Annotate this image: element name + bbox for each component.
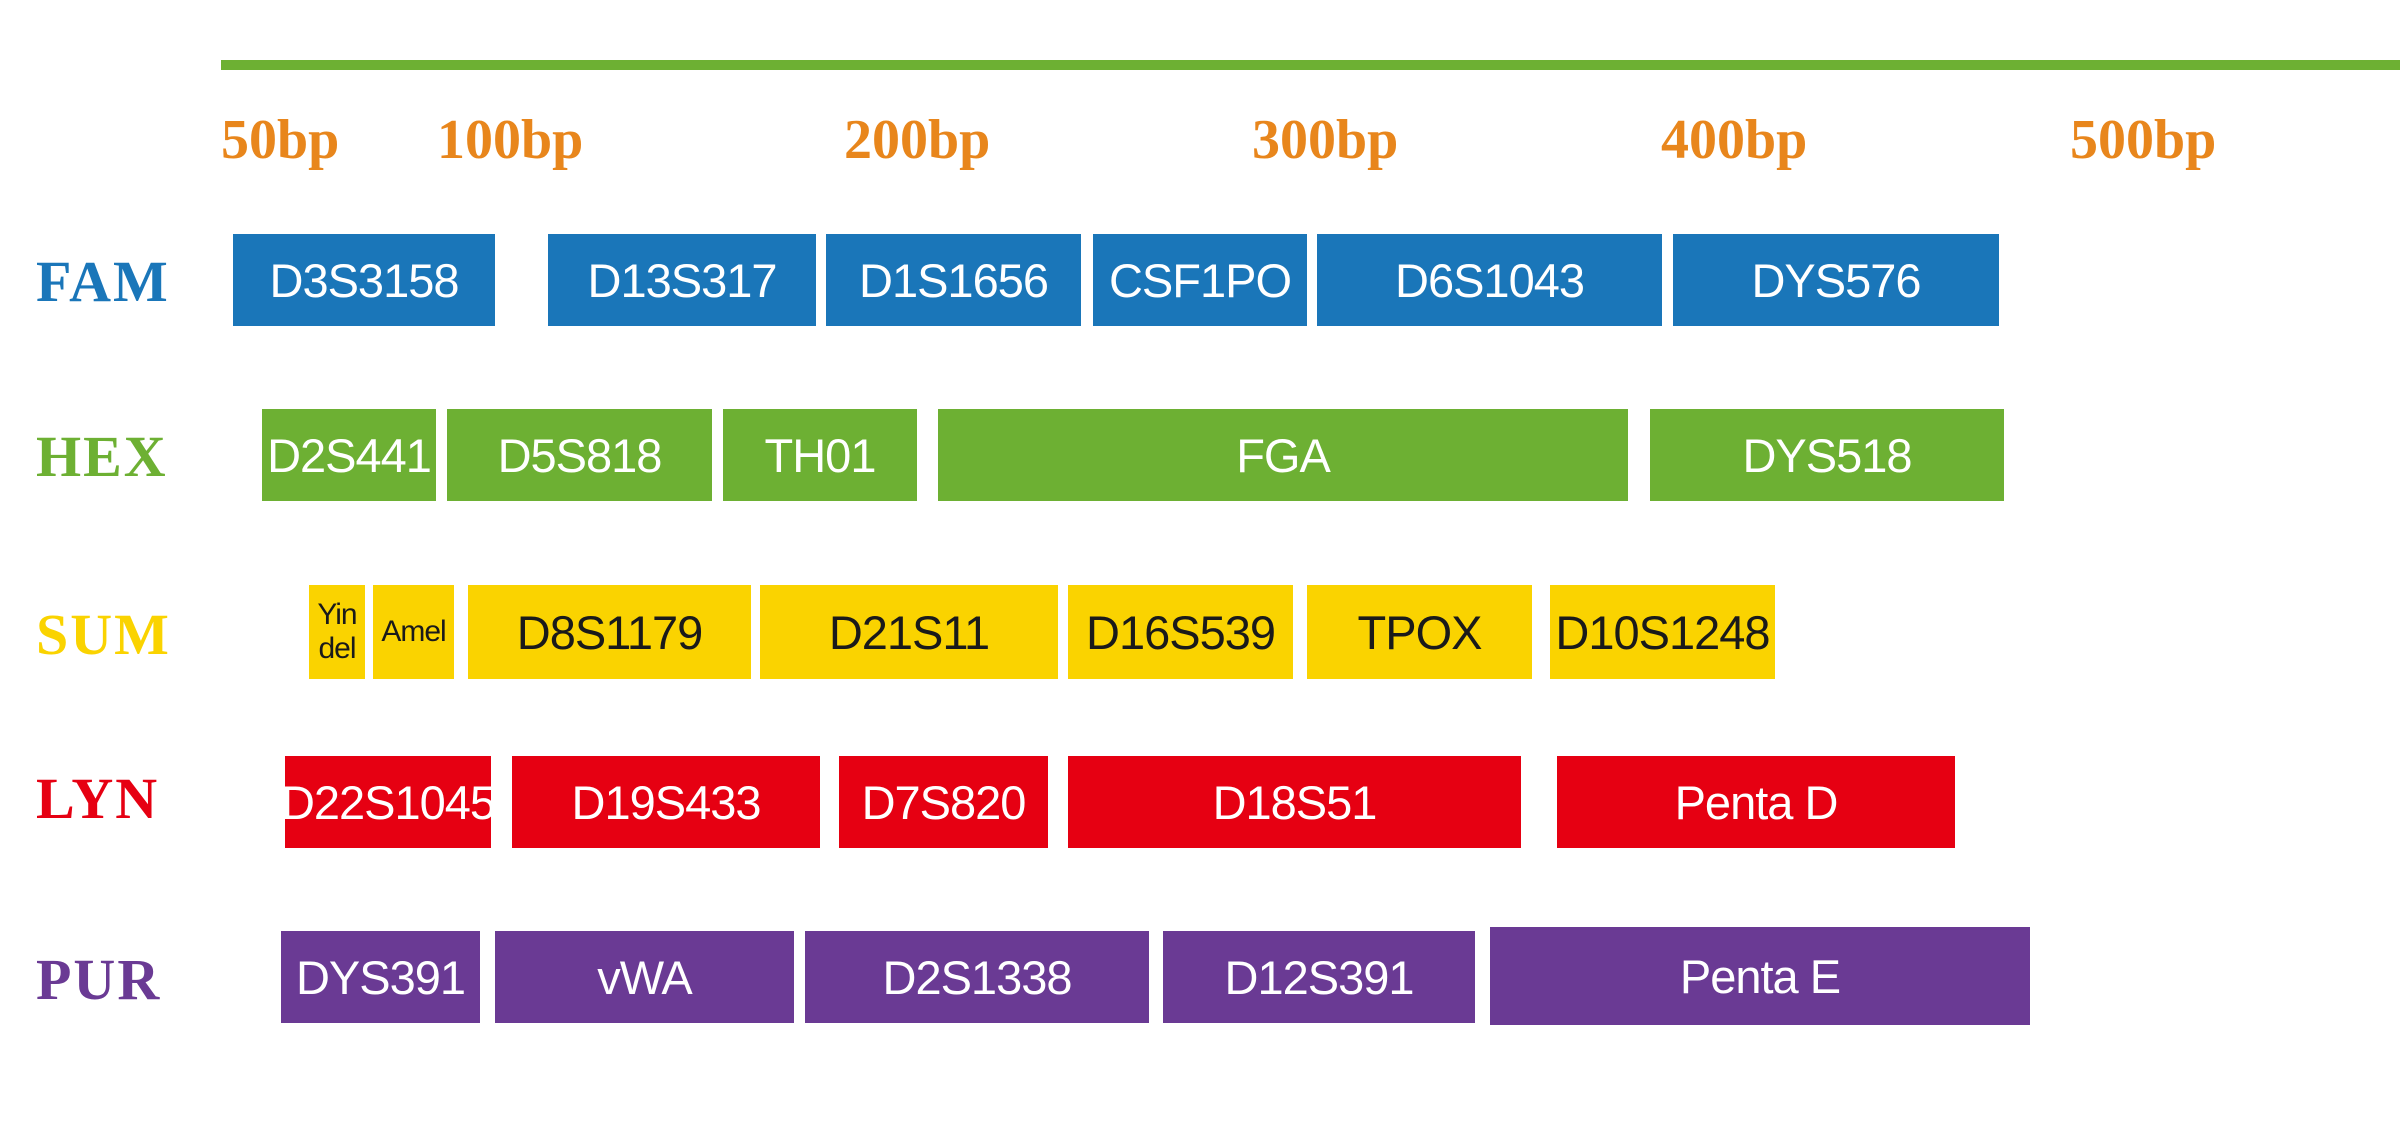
- locus-csf1po: CSF1PO: [1093, 234, 1307, 326]
- dye-label-pur: PUR: [36, 947, 162, 1012]
- locus-yin-del: Yin del: [309, 585, 365, 679]
- locus-d5s818: D5S818: [447, 409, 712, 501]
- locus-d21s11: D21S11: [760, 585, 1058, 679]
- locus-fga: FGA: [938, 409, 1628, 501]
- locus-dys576: DYS576: [1673, 234, 1999, 326]
- locus-d18s51: D18S51: [1068, 756, 1521, 848]
- tick-label-100bp: 100bp: [437, 109, 584, 171]
- locus-d2s441: D2S441: [262, 409, 436, 501]
- locus-vwa: vWA: [495, 931, 794, 1023]
- locus-d22s1045: D22S1045: [281, 756, 496, 848]
- locus-d8s1179: D8S1179: [468, 585, 751, 679]
- locus-d7s820: D7S820: [839, 756, 1048, 848]
- locus-th01: TH01: [723, 409, 917, 501]
- locus-dys518: DYS518: [1650, 409, 2004, 501]
- dye-label-hex: HEX: [36, 424, 168, 489]
- locus-amel: Amel: [373, 585, 454, 679]
- locus-d2s1338: D2S1338: [805, 931, 1149, 1023]
- size-scale-line: [221, 60, 2400, 70]
- locus-dys391: DYS391: [281, 931, 480, 1023]
- locus-d3s3158: D3S3158: [233, 234, 495, 326]
- dye-label-fam: FAM: [36, 249, 170, 314]
- dye-label-lyn: LYN: [36, 766, 160, 831]
- locus-penta-e: Penta E: [1490, 927, 2030, 1025]
- tick-label-50bp: 50bp: [221, 109, 340, 171]
- tick-label-500bp: 500bp: [2070, 109, 2217, 171]
- locus-tpox: TPOX: [1307, 585, 1532, 679]
- tick-label-200bp: 200bp: [844, 109, 991, 171]
- locus-d10s1248: D10S1248: [1550, 585, 1775, 679]
- dye-label-sum: SUM: [36, 602, 171, 667]
- tick-label-300bp: 300bp: [1252, 109, 1399, 171]
- tick-label-400bp: 400bp: [1661, 109, 1808, 171]
- locus-d19s433: D19S433: [512, 756, 820, 848]
- locus-d6s1043: D6S1043: [1317, 234, 1662, 326]
- locus-d16s539: D16S539: [1068, 585, 1293, 679]
- locus-d1s1656: D1S1656: [826, 234, 1081, 326]
- locus-d12s391: D12S391: [1163, 931, 1475, 1023]
- locus-penta-d: Penta D: [1557, 756, 1955, 848]
- locus-d13s317: D13S317: [548, 234, 816, 326]
